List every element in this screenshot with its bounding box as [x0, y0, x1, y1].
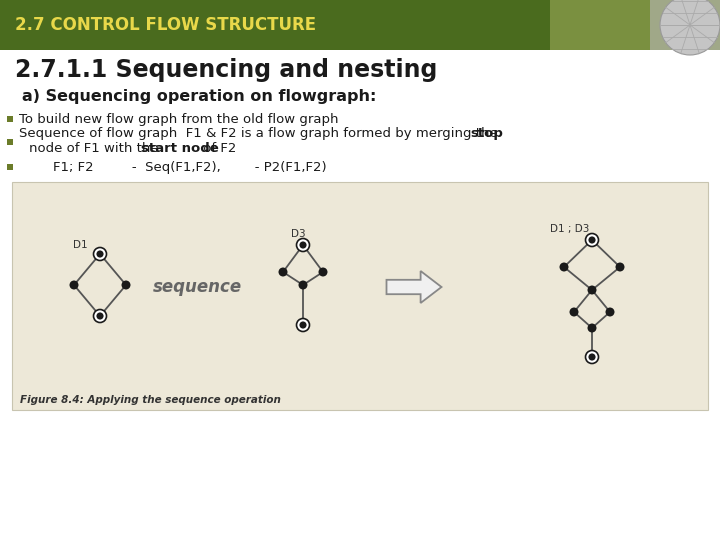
Circle shape	[297, 319, 310, 332]
Circle shape	[297, 239, 310, 252]
Circle shape	[300, 321, 307, 328]
Text: D1: D1	[73, 240, 88, 250]
Circle shape	[606, 307, 614, 316]
Circle shape	[588, 323, 596, 333]
Circle shape	[588, 353, 595, 361]
Text: F1; F2         -  Seq(F1,F2),        - P2(F1,F2): F1; F2 - Seq(F1,F2), - P2(F1,F2)	[19, 160, 327, 173]
Circle shape	[559, 262, 569, 272]
Text: To build new flow graph from the old flow graph: To build new flow graph from the old flo…	[19, 112, 338, 125]
Text: of F2: of F2	[199, 141, 236, 154]
Circle shape	[279, 267, 287, 276]
Text: 2.7 CONTROL FLOW STRUCTURE: 2.7 CONTROL FLOW STRUCTURE	[15, 16, 316, 34]
Text: node of F1 with the: node of F1 with the	[29, 141, 163, 154]
Text: 2.7.1.1 Sequencing and nesting: 2.7.1.1 Sequencing and nesting	[15, 58, 437, 82]
Text: a) Sequencing operation on flowgraph:: a) Sequencing operation on flowgraph:	[22, 89, 377, 104]
Text: Sequence of flow graph  F1 & F2 is a flow graph formed by merging the: Sequence of flow graph F1 & F2 is a flow…	[19, 127, 502, 140]
Circle shape	[585, 233, 598, 246]
Circle shape	[588, 286, 596, 294]
Circle shape	[660, 0, 720, 55]
FancyBboxPatch shape	[7, 139, 13, 145]
FancyBboxPatch shape	[12, 182, 708, 410]
Circle shape	[570, 307, 578, 316]
Circle shape	[585, 350, 598, 363]
Text: Figure 8.4: Applying the sequence operation: Figure 8.4: Applying the sequence operat…	[20, 395, 281, 405]
Circle shape	[616, 262, 624, 272]
Circle shape	[122, 280, 130, 289]
FancyBboxPatch shape	[550, 0, 650, 50]
Circle shape	[299, 280, 307, 289]
Circle shape	[300, 241, 307, 248]
Circle shape	[70, 280, 78, 289]
FancyBboxPatch shape	[0, 0, 550, 50]
Circle shape	[94, 247, 107, 260]
Text: stop: stop	[470, 127, 503, 140]
Circle shape	[96, 251, 104, 258]
FancyBboxPatch shape	[7, 116, 13, 122]
FancyBboxPatch shape	[650, 0, 720, 50]
Text: D3: D3	[291, 229, 305, 239]
FancyBboxPatch shape	[7, 164, 13, 170]
Circle shape	[588, 237, 595, 244]
Text: start node: start node	[141, 141, 219, 154]
Text: D1 ; D3: D1 ; D3	[550, 224, 590, 234]
Circle shape	[94, 309, 107, 322]
Circle shape	[318, 267, 328, 276]
Text: sequence: sequence	[153, 278, 242, 296]
Circle shape	[96, 313, 104, 320]
Polygon shape	[387, 271, 441, 303]
